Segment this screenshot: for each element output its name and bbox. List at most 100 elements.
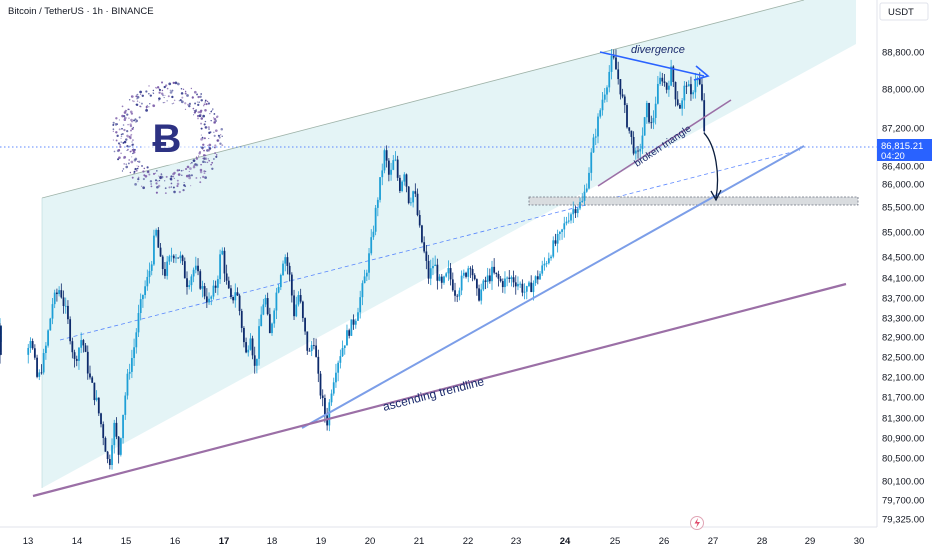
candle-body [188,285,191,288]
candle-body [421,225,423,243]
projection-arrow[interactable] [703,132,719,199]
candle-body [665,82,668,90]
candle-body [279,274,282,288]
candle-body [306,331,309,351]
candle-body [80,340,83,348]
candle-body [299,295,302,302]
candle-body [491,266,493,282]
time-tick-label: 19 [316,536,327,547]
price-axis[interactable] [877,0,932,550]
candle-body [104,438,107,452]
candle-body [445,273,448,277]
candle-body [115,422,118,437]
candle-body [0,335,2,353]
candle-body [155,229,158,236]
candle-body [701,84,703,101]
candle-body [159,247,162,257]
candle-body [414,191,417,194]
candle-body [681,100,684,109]
candle-body [615,57,617,70]
support-zone[interactable] [528,196,859,206]
candle-body [264,298,267,305]
candle-body [484,280,487,282]
divergence-arrowhead [693,65,710,81]
price-tick-label: 85,000.00 [882,228,924,239]
candle-body [64,305,67,307]
candle-body [398,177,401,191]
candle-body [685,85,688,87]
candle-body [643,117,646,136]
triangle-lower-line[interactable] [597,99,732,187]
candle-body [335,372,337,383]
candle-body [656,83,659,104]
candle-body [534,276,537,284]
candle-body [352,319,355,325]
candle-body [703,100,706,132]
currency-box[interactable] [879,2,929,21]
candle-body [648,102,650,123]
candle-body [482,280,485,290]
svg-text:Ƀ: Ƀ [153,117,182,161]
candle-body [508,277,511,279]
support-line[interactable] [32,282,847,498]
candle-body [552,240,555,257]
candle-body [547,258,550,264]
candle-body [284,257,287,264]
candle-body [541,265,544,274]
candle-body [493,266,496,273]
candle-body [694,80,697,93]
candle-body [432,266,434,269]
candle-body [617,69,620,80]
candle-body [277,287,280,293]
candles-group [0,48,706,470]
candle-body [111,445,113,465]
candle-body [146,276,149,287]
candle-body [641,135,644,149]
candle-body [370,237,373,254]
candle-body [27,347,30,355]
candle-body [429,268,432,279]
price-badge-price: 86,815.21 [881,141,923,152]
candle-body [282,263,284,275]
candle-body [137,313,140,333]
price-tick-label: 83,700.00 [882,294,924,305]
candle-body [144,286,147,296]
time-tick-label: 30 [854,536,865,547]
candle-body [610,56,613,72]
candle-body [359,297,362,313]
candle-body [416,193,419,215]
lightning-icon[interactable] [690,516,704,530]
candle-body [166,261,169,276]
channel-upper-line [41,0,805,199]
candle-body [100,413,102,425]
candle-body [385,150,388,161]
ascending-trendline-line[interactable] [301,145,805,429]
price-badge [877,139,932,161]
candle-body [407,186,410,204]
candle-body [164,269,166,276]
candle-body [608,71,611,88]
time-tick-label: 17 [219,536,230,547]
candle-body [563,223,566,230]
candle-body [82,340,85,346]
price-tick-label: 80,100.00 [882,477,924,488]
candle-body [221,250,224,255]
candle-body [471,269,474,276]
candle-body [427,260,430,279]
candle-body [73,352,76,359]
candle-body [599,110,602,117]
candle-body [223,250,226,274]
candle-body [186,278,188,288]
candle-body [612,56,615,58]
candle-body [172,255,175,259]
currency-label: USDT [888,7,914,18]
divergence-line[interactable] [599,51,705,77]
candle-body [469,268,472,270]
candle-body [510,277,513,279]
candle-body [423,242,426,252]
time-axis[interactable] [0,527,877,550]
time-tick-label: 27 [708,536,719,547]
candle-body [543,263,546,266]
